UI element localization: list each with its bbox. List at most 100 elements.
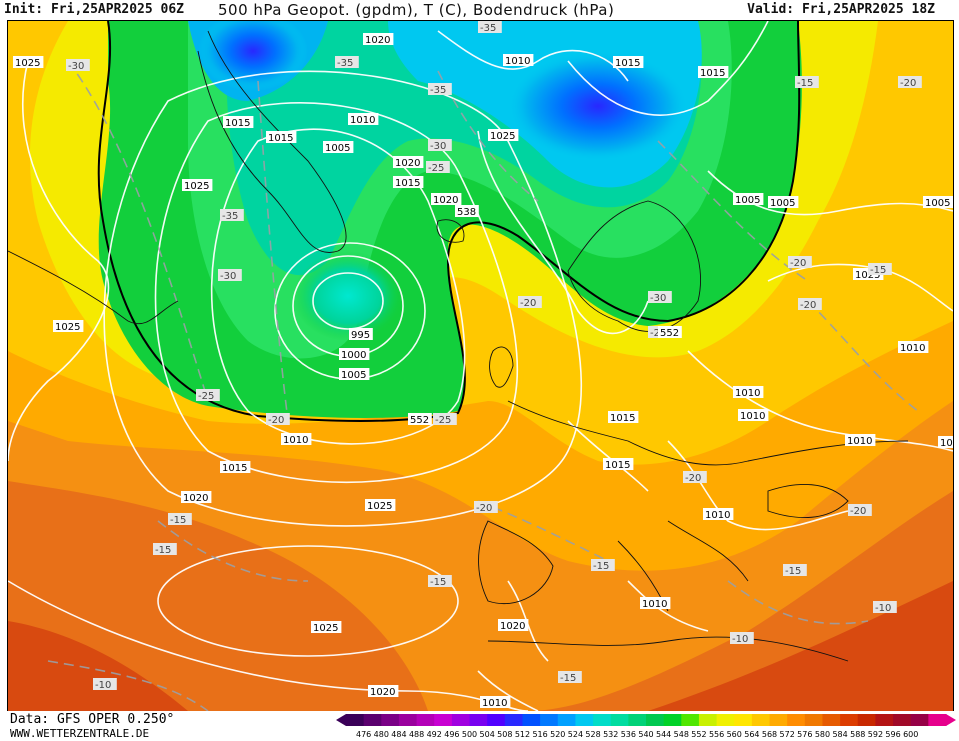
geopot-label-box [408, 413, 432, 425]
isotherm-label: -10 [873, 601, 897, 614]
colorbar-tick-label: 492 [427, 730, 442, 739]
isobar-label-text: 1005 [735, 195, 760, 206]
isobar-label-box [393, 156, 424, 168]
isotherm-label-text: -30 [430, 141, 446, 152]
coast-iceland [436, 219, 465, 243]
isobar-label: 1010 [733, 386, 764, 399]
isobar-label: 1010 [281, 433, 312, 446]
colorbar-swatch [646, 714, 665, 726]
colorbar-swatch [469, 714, 488, 726]
isotherm-label-box [266, 413, 290, 425]
isobar-label-box [339, 368, 370, 380]
colorbar-swatch [928, 714, 947, 726]
isotherm-label-text: -35 [222, 211, 238, 222]
isobar-label-text: 1010 [505, 56, 530, 67]
coastlines [8, 30, 909, 662]
colorbar-tick-label: 512 [515, 730, 530, 739]
isotherm-label-text: -15 [560, 673, 576, 684]
isobar-label-text: 1020 [365, 35, 390, 46]
isobar-label: 1010 [640, 597, 671, 610]
isotherm-label-box [518, 296, 542, 308]
colorbar-right-arrow [946, 714, 956, 726]
isobar-1010-e [687, 350, 953, 452]
colorbar-tick-label: 536 [621, 730, 636, 739]
isotherm-label: -20 [788, 256, 812, 269]
isobar-label-text: 1025 [313, 623, 338, 634]
isobar-label: 1015 [393, 176, 424, 189]
isobar-label-box [640, 597, 671, 609]
isobar-label-box [898, 341, 929, 353]
isobar-label: 1010 [738, 409, 769, 422]
isotherm-label-text: -20 [900, 78, 916, 89]
isobar-label-box [698, 66, 729, 78]
isobar-1015-ne [567, 21, 769, 116]
isobar-label-text: 1005 [770, 198, 795, 209]
isotherm-label-text: -15 [785, 566, 801, 577]
colorbar-tick-label: 548 [674, 730, 689, 739]
isobar-label-text: 1015 [395, 178, 420, 189]
colorbar-tick-label: 564 [744, 730, 759, 739]
isobar-label-box [223, 116, 254, 128]
isobar-label: 1015 [220, 461, 251, 474]
isotherm-label-text: -25 [435, 415, 451, 426]
isobar-label-box [182, 179, 213, 191]
isobar-label-text: 1005 [925, 198, 950, 209]
colorbar-swatch [751, 714, 771, 726]
geopot-label-text: 552 [410, 415, 429, 426]
isobar-1010-s [627, 580, 709, 632]
isotherm-label: -25 [196, 389, 220, 402]
isotherm-label-text: -25 [198, 391, 214, 402]
isobar-label-text: 1020 [395, 158, 420, 169]
isobar-label: 1000 [339, 348, 370, 361]
isobar-label-box [733, 193, 764, 205]
coast-blacksea [767, 483, 849, 519]
data-source: Data: GFS OPER 0.250° [10, 712, 175, 727]
isobar-1025-west [8, 60, 110, 462]
colorbar-tick-label: 528 [585, 730, 600, 739]
isobar-label-text: 1025 [367, 501, 392, 512]
isotherm-label: -30 [66, 59, 90, 72]
isotherm-e2 [807, 300, 919, 412]
isobar-label: 1020 [181, 491, 212, 504]
isotherm-label-box [848, 504, 872, 516]
isobar-label: 1015 [223, 116, 254, 129]
colorbar-swatch [363, 714, 382, 726]
isobar-label-text: 1015 [615, 58, 640, 69]
colorbar-swatch [663, 714, 682, 726]
isobar-label: 1010 [503, 54, 534, 67]
colorbar-swatch [451, 714, 471, 726]
isobar-label: 1025 [488, 129, 519, 142]
isobar-label-text: 10 [940, 438, 953, 449]
isobar-label-box [53, 320, 84, 332]
isotherm-label-box [218, 269, 242, 281]
isotherm-label-box [426, 161, 450, 173]
isobar-label-box [311, 621, 342, 633]
colorbar-tick-label: 476 [356, 730, 371, 739]
isobar-995 [312, 272, 384, 330]
isobar-label-box [348, 113, 379, 125]
low-center-blob [293, 251, 403, 341]
init-time: Init: Fri,25APR2025 06Z [4, 2, 185, 17]
colorbar-tick-label: 532 [603, 730, 618, 739]
isotherm-label-box [474, 501, 498, 513]
geopot-label-box [455, 205, 479, 217]
isotherm-label-text: -15 [593, 561, 609, 572]
isobar-label-box [608, 411, 639, 423]
contour-labels: 1025 1020 1010 1015 1015 1015 1015 1010 1005 1020… [13, 21, 953, 709]
colorbar-swatch [593, 714, 612, 726]
isotherm-label: -25 [433, 413, 457, 426]
isobar-label-box [363, 33, 394, 45]
isotherm-label: -15 [168, 513, 192, 526]
isobar-label-text: 1025 [855, 270, 880, 281]
isobar-label-text: 1010 [350, 115, 375, 126]
colorbar-swatch [540, 714, 559, 726]
colorbar-tick-label: 544 [656, 730, 671, 739]
isotherm-e [657, 140, 809, 282]
isobar-label-box [845, 434, 876, 446]
isobar-label-text: 1020 [370, 687, 395, 698]
coast-africa [487, 636, 849, 662]
isotherm-label: -20 [474, 501, 498, 514]
isobar-label-box [703, 508, 734, 520]
coast-greenland [197, 30, 347, 253]
isobar-label-box [339, 348, 370, 360]
